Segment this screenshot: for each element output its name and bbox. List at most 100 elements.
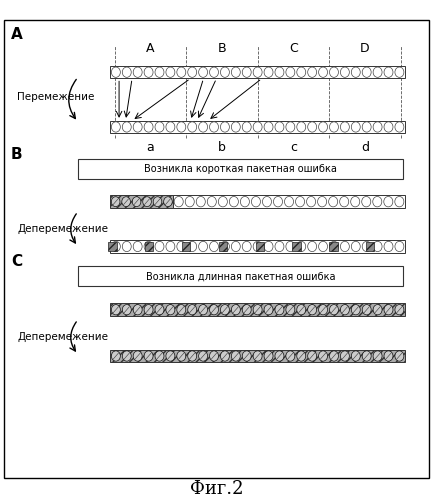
Text: Деперемежение: Деперемежение	[17, 224, 108, 234]
Circle shape	[308, 304, 317, 315]
Circle shape	[155, 304, 164, 315]
Circle shape	[210, 242, 219, 252]
Circle shape	[395, 304, 404, 315]
Circle shape	[242, 304, 251, 315]
Circle shape	[111, 242, 120, 252]
Circle shape	[220, 242, 229, 252]
Circle shape	[286, 351, 295, 361]
Circle shape	[166, 122, 175, 132]
Text: b: b	[218, 140, 226, 153]
Circle shape	[340, 242, 349, 252]
Circle shape	[319, 122, 327, 132]
Circle shape	[286, 304, 295, 315]
Circle shape	[362, 196, 371, 207]
Circle shape	[111, 304, 120, 315]
Circle shape	[319, 304, 327, 315]
Circle shape	[188, 304, 197, 315]
Bar	[110, 240, 405, 252]
Circle shape	[330, 67, 339, 78]
Circle shape	[253, 351, 262, 361]
Circle shape	[308, 122, 317, 132]
Circle shape	[253, 304, 262, 315]
Circle shape	[122, 122, 131, 132]
Circle shape	[177, 351, 186, 361]
Circle shape	[253, 122, 262, 132]
Circle shape	[274, 196, 282, 207]
Circle shape	[122, 196, 130, 206]
Bar	[219, 242, 227, 251]
Circle shape	[207, 196, 216, 207]
Circle shape	[231, 242, 240, 252]
Circle shape	[297, 242, 306, 252]
Circle shape	[133, 304, 142, 315]
Circle shape	[196, 196, 205, 207]
Circle shape	[231, 351, 240, 361]
Circle shape	[351, 196, 360, 207]
Circle shape	[210, 304, 219, 315]
Bar	[366, 242, 375, 251]
Circle shape	[153, 196, 162, 206]
Text: A: A	[146, 42, 155, 55]
Circle shape	[210, 122, 219, 132]
Circle shape	[317, 196, 326, 207]
Circle shape	[330, 242, 339, 252]
Circle shape	[177, 122, 186, 132]
Circle shape	[242, 122, 251, 132]
Circle shape	[264, 242, 273, 252]
Bar	[110, 196, 173, 208]
Circle shape	[199, 242, 207, 252]
Circle shape	[395, 351, 404, 361]
Circle shape	[384, 122, 393, 132]
Bar	[182, 242, 191, 251]
Circle shape	[220, 304, 229, 315]
Circle shape	[220, 122, 229, 132]
Circle shape	[253, 67, 262, 78]
Circle shape	[297, 67, 306, 78]
Circle shape	[133, 351, 142, 361]
Circle shape	[166, 304, 175, 315]
Circle shape	[242, 351, 251, 361]
Bar	[78, 266, 403, 286]
Circle shape	[384, 351, 393, 361]
Circle shape	[330, 351, 339, 361]
Circle shape	[340, 67, 349, 78]
Text: B: B	[218, 42, 226, 55]
Circle shape	[231, 122, 240, 132]
Circle shape	[199, 304, 207, 315]
Circle shape	[242, 67, 251, 78]
Circle shape	[166, 242, 175, 252]
Circle shape	[155, 351, 164, 361]
Circle shape	[329, 196, 338, 207]
Circle shape	[264, 351, 273, 361]
Circle shape	[330, 304, 339, 315]
Circle shape	[199, 122, 207, 132]
Bar	[110, 350, 405, 362]
Circle shape	[395, 242, 404, 252]
Bar	[293, 242, 301, 251]
Circle shape	[144, 242, 153, 252]
Circle shape	[144, 351, 153, 361]
Circle shape	[308, 351, 317, 361]
Circle shape	[284, 196, 294, 207]
Circle shape	[319, 351, 327, 361]
Circle shape	[286, 67, 295, 78]
Circle shape	[262, 196, 271, 207]
Circle shape	[340, 122, 349, 132]
Circle shape	[166, 67, 175, 78]
Text: C: C	[289, 42, 298, 55]
Text: Деперемежение: Деперемежение	[17, 332, 108, 342]
Text: A: A	[11, 28, 23, 42]
Circle shape	[351, 351, 360, 361]
Text: d: d	[361, 140, 369, 153]
Bar	[110, 120, 405, 133]
Circle shape	[132, 196, 141, 206]
Circle shape	[199, 351, 207, 361]
Text: a: a	[147, 140, 154, 153]
Circle shape	[155, 242, 164, 252]
Circle shape	[231, 67, 240, 78]
Circle shape	[177, 304, 186, 315]
Circle shape	[143, 196, 151, 206]
Text: c: c	[290, 140, 297, 153]
Circle shape	[231, 304, 240, 315]
Bar	[78, 160, 403, 180]
